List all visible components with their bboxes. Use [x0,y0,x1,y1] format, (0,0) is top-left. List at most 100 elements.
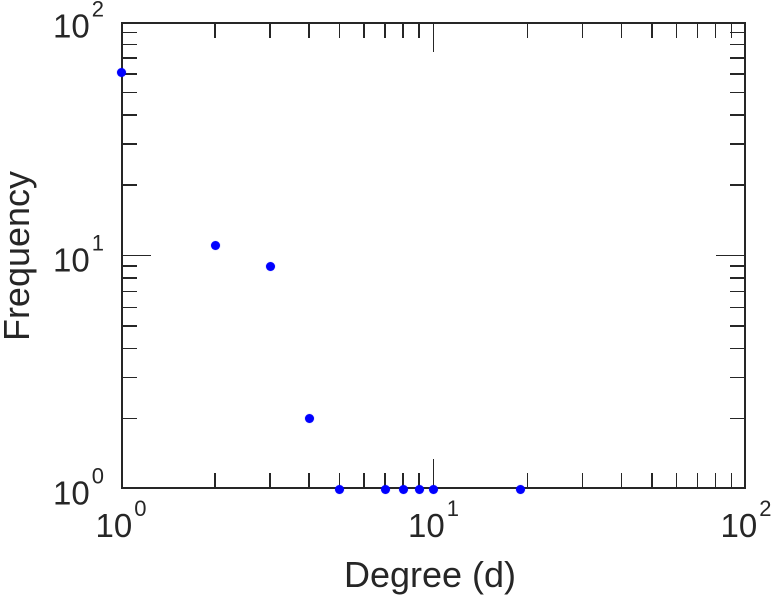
x-tick [308,22,310,38]
x-tick [651,22,653,38]
y-tick [730,417,746,420]
y-tick [121,325,137,327]
x-tick [730,22,733,38]
y-tick [121,277,137,279]
y-tick [121,306,137,309]
y-tick [121,254,151,257]
data-point [380,484,390,494]
x-tick [526,473,529,489]
x-tick [696,473,699,489]
x-tick [730,473,733,489]
tick-label-base: 10 [720,507,758,544]
x-tick [432,459,435,489]
y-tick [121,57,137,59]
x-tick [308,473,310,489]
tick-label-exponent: 2 [91,0,104,22]
y-tick [121,347,137,350]
y-tick [730,31,746,34]
data-point [516,484,526,494]
x-tick-label: 10 0 [95,498,147,544]
x-tick [418,22,420,38]
x-tick [675,473,678,489]
x-tick-label: 10 1 [408,498,459,544]
y-tick [730,143,746,145]
x-tick [384,22,386,38]
y-tick [121,290,137,293]
tick-label-base: 10 [53,7,90,45]
tick-label-base: 10 [53,474,90,512]
tick-label-base: 10 [53,241,90,278]
y-tick [121,114,137,116]
y-tick [121,143,137,145]
x-tick [581,473,584,489]
y-tick [121,91,137,94]
x-tick [651,473,653,489]
y-tick [730,91,746,94]
tick-label-exponent: 1 [446,496,459,521]
x-tick [581,22,584,38]
y-tick [730,184,746,186]
y-tick [730,43,746,46]
x-tick [269,22,271,38]
x-tick [620,22,623,38]
tick-label-exponent: 1 [91,230,104,255]
x-tick [214,22,216,38]
y-tick-label: 10 0 [53,465,104,512]
plot-area [121,22,746,489]
x-tick [675,22,678,38]
y-tick [730,57,746,59]
tick-label-exponent: 2 [759,496,772,521]
x-tick [402,473,404,489]
y-tick [730,114,746,116]
tick-label-base: 10 [95,507,133,544]
x-axis-label: Degree (d) [343,554,517,595]
tick-label-exponent: 0 [134,496,147,521]
y-tick [730,73,746,75]
y-tick [121,184,137,186]
y-tick [730,306,746,309]
x-tick [363,22,365,38]
x-tick [714,22,717,38]
x-tick [384,473,386,489]
x-tick-label: 10 2 [720,498,772,544]
data-point [304,414,314,424]
y-tick [121,73,137,75]
data-point [429,484,438,494]
x-tick [432,22,435,52]
x-tick [402,22,404,38]
y-tick [121,31,137,34]
x-tick [269,473,271,489]
x-tick [214,473,216,489]
y-tick [730,376,746,379]
y-tick [121,417,137,420]
y-tick-label: 10 1 [53,232,104,278]
y-tick [730,325,746,327]
x-tick [620,473,623,489]
y-tick [716,254,746,257]
data-point [116,67,126,77]
tick-label-base: 10 [408,507,445,544]
x-tick [338,473,341,489]
x-tick [363,473,365,489]
x-tick [526,22,529,38]
data-point [398,484,408,494]
y-tick [121,376,137,379]
data-point [265,261,275,271]
y-tick [730,265,746,267]
y-tick [730,290,746,293]
y-tick [121,43,137,46]
x-tick [418,473,420,489]
data-point [334,484,344,494]
y-tick [121,265,137,267]
data-point [210,241,220,251]
y-tick [730,277,746,279]
x-tick [338,22,341,38]
tick-label-exponent: 0 [91,463,104,489]
y-tick-label: 10 2 [53,0,104,45]
x-tick [696,22,699,38]
y-tick [730,347,746,350]
